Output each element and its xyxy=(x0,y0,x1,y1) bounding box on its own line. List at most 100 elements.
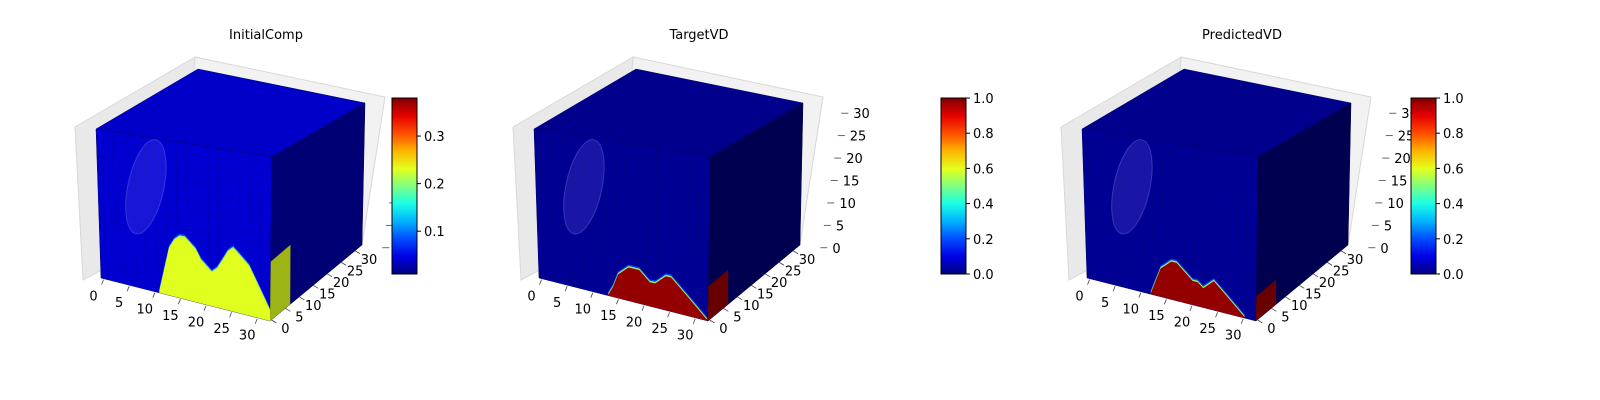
y-tick-mark xyxy=(723,307,729,312)
x-tick-mark xyxy=(203,305,207,311)
voxel-gridline xyxy=(1084,210,1257,247)
y-tick-mark xyxy=(354,250,361,255)
y-tick-label: 0 xyxy=(281,322,289,337)
z-tick-label: 20 xyxy=(1394,152,1411,167)
z-tick-label: 0 xyxy=(1380,242,1388,257)
voxel-gridline xyxy=(1083,182,1258,217)
z-tick-label: 10 xyxy=(839,197,856,212)
x-tick-mark xyxy=(1087,279,1090,285)
z-tick-label: 30 xyxy=(853,107,870,122)
y-tick-label: 30 xyxy=(361,253,378,268)
x-tick-mark xyxy=(101,279,104,285)
y-tick-mark xyxy=(313,284,319,289)
voxel-gridline xyxy=(97,182,272,217)
y-tick-label: 5 xyxy=(295,310,303,325)
voxel-gridline xyxy=(1083,164,1258,198)
colorbar-tick-label: 0.8 xyxy=(1443,127,1464,142)
y-tick-mark xyxy=(1257,319,1263,324)
ghost-region xyxy=(1111,139,1153,235)
x-tick-label: 0 xyxy=(527,290,535,305)
z-tick-label: 20 xyxy=(846,152,863,167)
x-tick-label: 30 xyxy=(239,329,256,344)
voxel-gridline xyxy=(98,200,272,237)
y-tick-label: 5 xyxy=(733,310,741,325)
x-tick-mark xyxy=(564,286,568,292)
voxel-gridline xyxy=(592,138,596,293)
voxel-gridline xyxy=(143,136,148,290)
voxel-gridline xyxy=(536,191,710,227)
voxel-gridline xyxy=(549,131,555,282)
voxel-gridline xyxy=(1084,191,1258,227)
x-tick-mark xyxy=(692,318,696,324)
voxel-gridline xyxy=(1108,133,1113,285)
voxel-gridline xyxy=(101,129,107,280)
colorbar-tick-label: 0.6 xyxy=(1443,162,1464,177)
z-tick-label: 0 xyxy=(832,242,840,257)
y-tick-mark xyxy=(751,284,757,289)
x-tick-label: 25 xyxy=(1199,322,1216,337)
y-tick-mark xyxy=(778,261,785,266)
voxel-gridline xyxy=(613,141,617,298)
voxel-gridline xyxy=(1235,153,1237,316)
colorbar xyxy=(1410,97,1437,275)
x-tick-mark xyxy=(152,292,156,298)
panel-title: TargetVD xyxy=(668,28,728,43)
x-tick-mark xyxy=(254,318,258,324)
voxel-gridline xyxy=(96,146,272,178)
colorbar-tick-label: 1.0 xyxy=(973,92,994,107)
voxel-gridline xyxy=(98,210,271,247)
region-fill xyxy=(159,236,271,321)
y-tick-label: 15 xyxy=(757,287,774,302)
y-tick-mark xyxy=(737,296,743,301)
colorbar-tick-label: 0.2 xyxy=(424,178,445,193)
voxel-gridline xyxy=(1245,155,1248,319)
y-tick-label: 15 xyxy=(319,287,336,302)
z-tick-label: 5 xyxy=(1384,219,1392,234)
voxel-gridline xyxy=(1087,129,1093,280)
y-tick-mark xyxy=(1299,284,1305,289)
voxel-gridline xyxy=(536,210,709,247)
voxel-gridline xyxy=(1084,219,1257,257)
voxel-gridline xyxy=(1151,140,1154,295)
y-tick-label: 30 xyxy=(1347,253,1364,268)
voxel-gridline xyxy=(1082,155,1258,188)
y-tick-mark xyxy=(299,296,305,301)
x-tick-label: 20 xyxy=(188,316,205,331)
panel-initialcomp: InitialComp 0 5 10 15 20 25 30 0510152025300.10… xyxy=(74,28,445,344)
voxel-gridline xyxy=(133,134,138,288)
voxel-gridline xyxy=(603,140,606,295)
y-tick-label: 15 xyxy=(1305,287,1322,302)
y-tick-label: 20 xyxy=(1319,276,1336,291)
colorbar-tick-label: 1.0 xyxy=(1443,92,1464,107)
x-tick-mark xyxy=(590,292,594,298)
x-tick-label: 30 xyxy=(677,329,694,344)
voxel-gridline xyxy=(1119,134,1124,288)
voxel-gridline xyxy=(535,182,710,217)
x-tick-label: 30 xyxy=(1225,329,1242,344)
cube-right-face xyxy=(1255,102,1352,322)
y-tick-mark xyxy=(792,250,799,255)
x-tick-mark xyxy=(616,299,619,305)
colorbar xyxy=(391,97,418,275)
voxel-gridline xyxy=(98,191,272,227)
voxel-gridline xyxy=(536,219,709,257)
x-tick-label: 20 xyxy=(626,316,643,331)
x-tick-label: 0 xyxy=(89,290,97,305)
y-tick-label: 20 xyxy=(333,276,350,291)
voxel-gridline xyxy=(536,200,710,237)
x-tick-label: 15 xyxy=(600,309,617,324)
voxel-gridline xyxy=(535,164,710,198)
x-tick-label: 10 xyxy=(136,303,153,318)
voxel-gridline xyxy=(534,137,710,168)
voxel-gridline xyxy=(534,146,710,178)
x-tick-mark xyxy=(539,279,542,285)
x-tick-mark xyxy=(641,305,645,311)
y-tick-label: 10 xyxy=(305,299,322,314)
x-tick-mark xyxy=(126,286,130,292)
region-fill xyxy=(1150,261,1246,319)
x-tick-label: 15 xyxy=(1148,309,1165,324)
voxel-gridline xyxy=(687,153,689,316)
y-tick-label: 30 xyxy=(799,253,816,268)
ghost-region xyxy=(125,139,167,235)
